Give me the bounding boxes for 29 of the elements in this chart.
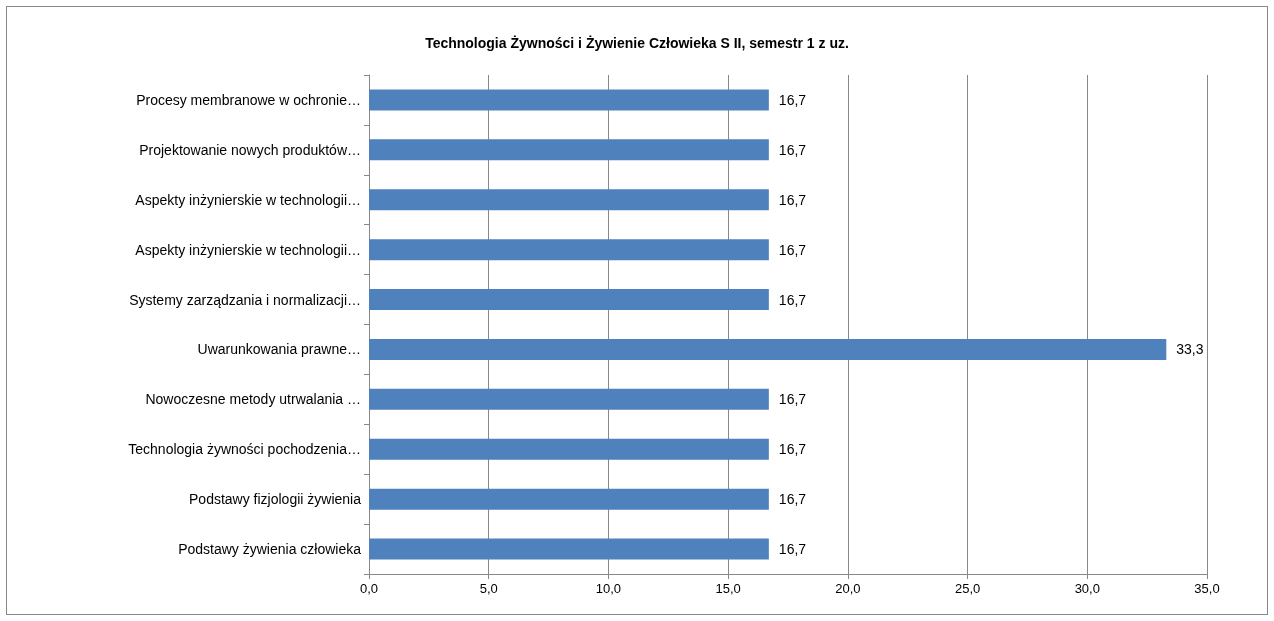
y-tick-label: Podstawy żywienia człowieka [178, 541, 362, 558]
x-tick-label: 5,0 [479, 581, 498, 596]
y-tick-label: Podstawy fizjologii żywienia [189, 491, 362, 508]
x-tick-label: 20,0 [835, 581, 861, 596]
x-tick-label: 15,0 [715, 581, 741, 596]
x-tick-label: 30,0 [1074, 581, 1100, 596]
y-tick-label: Systemy zarządzania i normalizacji… [129, 291, 361, 308]
x-tick-label: 0,0 [359, 581, 379, 596]
data-label: 16,7 [778, 91, 807, 108]
x-tick-label: 10,0 [595, 581, 622, 596]
y-tick-label: Aspekty inżynierskie w technologii… [135, 241, 361, 258]
y-tick-label: Projektowanie nowych produktów… [139, 141, 361, 158]
chart-title: Technologia Żywności i Żywienie Człowieka S II, semestr 1 z uz. [425, 35, 849, 51]
y-tick-label: Uwarunkowania prawne… [197, 341, 361, 358]
y-tick-label: Nowoczesne metody utrwalania … [145, 391, 361, 408]
data-label: 16,7 [778, 491, 807, 508]
x-tick-label: 25,0 [954, 581, 981, 596]
data-label: 16,7 [778, 141, 807, 158]
y-tick-label: Technologia żywności pochodzenia… [128, 441, 361, 458]
data-label: 16,7 [778, 191, 807, 208]
data-label: 16,7 [778, 241, 807, 258]
data-label: 16,7 [778, 391, 807, 408]
y-tick-label: Procesy membranowe w ochronie… [136, 91, 361, 108]
data-label: 16,7 [778, 291, 807, 308]
data-label: 33,3 [1176, 341, 1204, 358]
data-label: 16,7 [778, 441, 807, 458]
data-label: 16,7 [778, 541, 807, 558]
x-tick-label: 35,0 [1194, 581, 1220, 596]
y-tick-label: Aspekty inżynierskie w technologii… [135, 191, 361, 208]
